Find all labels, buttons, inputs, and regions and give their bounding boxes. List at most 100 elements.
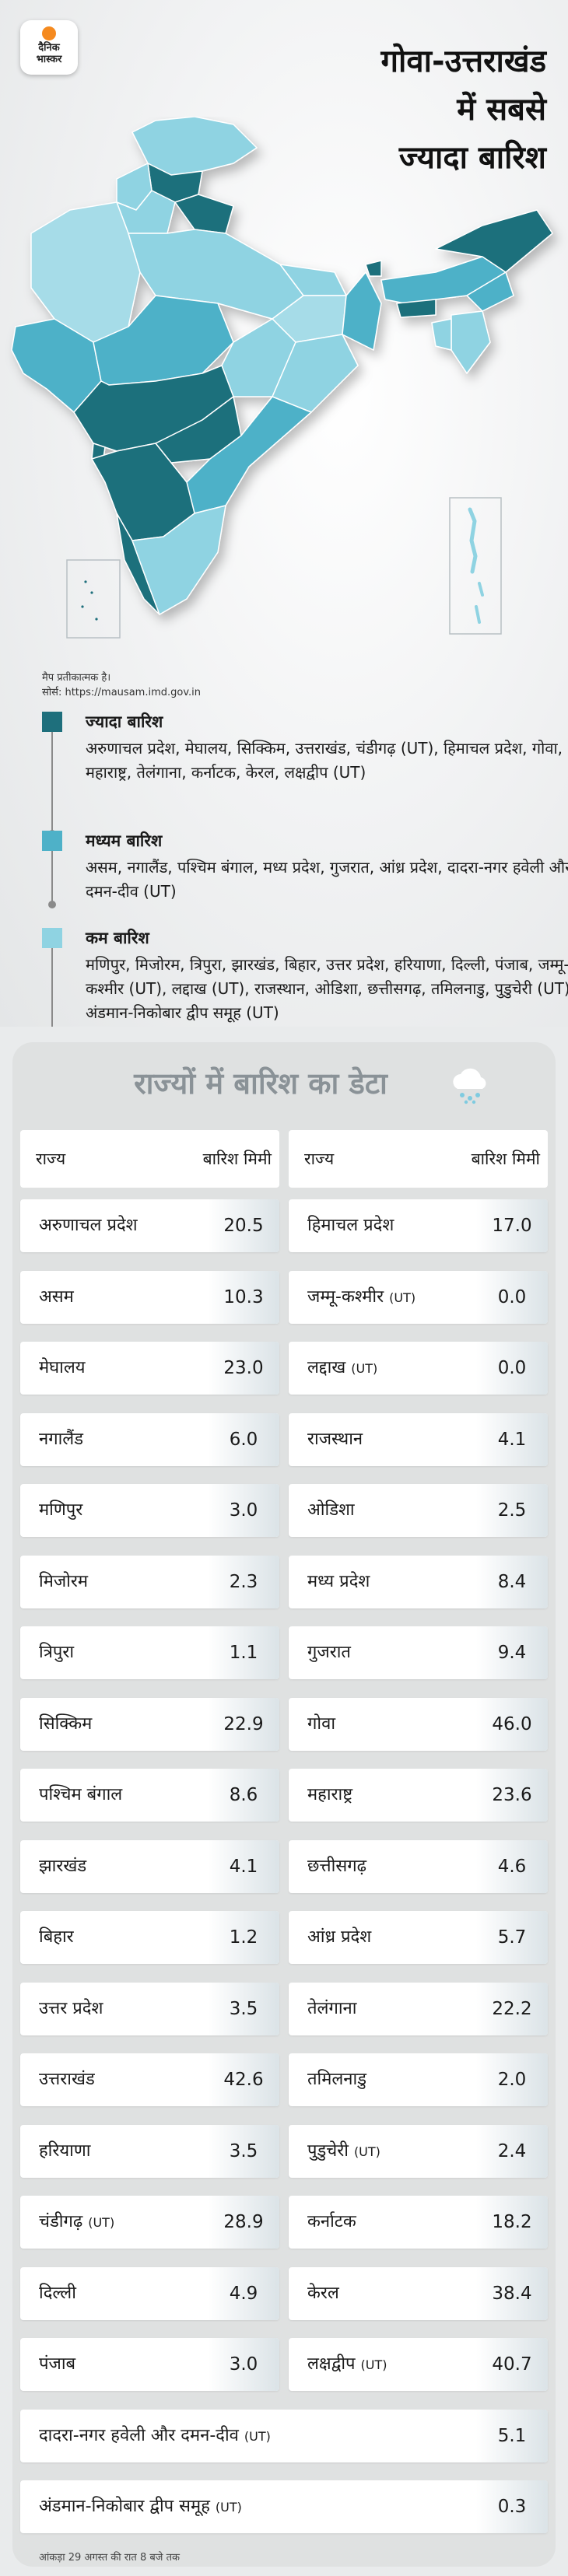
map-region-nagaland <box>466 271 514 312</box>
headline-line-1: गोवा-उत्तराखंड <box>380 44 546 79</box>
map-section: दैनिक भास्कर गोवा-उत्तराखंड में सबसे ज्य… <box>0 0 568 1027</box>
legend-swatch-high <box>42 712 62 732</box>
state-name: सिक्किम <box>39 1714 93 1734</box>
legend-text-medium: असम, नगालैंड, पश्चिम बंगाल, मध्य प्रदेश,… <box>86 858 568 901</box>
legend-title-low: कम बारिश <box>86 929 149 947</box>
table-row: पश्चिम बंगाल 8.6 <box>20 1769 279 1822</box>
state-name: जम्मू-कश्मीर (UT) <box>307 1287 416 1307</box>
rainfall-value: 2.5 <box>476 1484 548 1537</box>
table-row: लक्षद्वीप (UT) 40.7 <box>289 2338 548 2391</box>
table-row: ओडिशा 2.5 <box>289 1484 548 1537</box>
state-name: अरुणाचल प्रदेश <box>39 1216 138 1235</box>
rainfall-value: 46.0 <box>476 1698 548 1751</box>
state-name: केरल <box>307 2284 339 2303</box>
brand-logo: दैनिक भास्कर <box>20 20 78 75</box>
rainfall-value: 18.2 <box>476 2196 548 2249</box>
table-row: मेघालय 23.0 <box>20 1342 279 1395</box>
table-row: केरल 38.4 <box>289 2267 548 2320</box>
table-row: कर्नाटक 18.2 <box>289 2196 548 2249</box>
map-region-west-bengal <box>342 271 382 351</box>
table-row: राजस्थान 4.1 <box>289 1413 548 1466</box>
table-row: हिमाचल प्रदेश 17.0 <box>289 1199 548 1252</box>
rainfall-value: 28.9 <box>208 2196 279 2249</box>
table-row: मध्य प्रदेश 8.4 <box>289 1556 548 1608</box>
ut-tag: (UT) <box>360 2357 387 2372</box>
rainfall-value: 10.3 <box>208 1271 279 1324</box>
table-header-left: राज्य बारिश मिमी <box>20 1130 279 1188</box>
table-row: अरुणाचल प्रदेश 20.5 <box>20 1199 279 1252</box>
headline-line-3: ज्यादा बारिश <box>398 140 546 176</box>
rainfall-value: 38.4 <box>476 2267 548 2320</box>
col-state-left: राज्य <box>36 1150 66 1168</box>
table-row: तेलंगाना 22.2 <box>289 1983 548 2035</box>
state-name: महाराष्ट्र <box>307 1785 353 1804</box>
table-row: आंध्र प्रदेश 5.7 <box>289 1911 548 1964</box>
state-name: अंडमान-निकोबार द्वीप समूह (UT) <box>39 2497 242 2516</box>
state-name: कर्नाटक <box>307 2212 356 2231</box>
rainfall-value: 0.0 <box>476 1271 548 1324</box>
legend-text-low: मणिपुर, मिजोरम, त्रिपुरा, झारखंड, बिहार,… <box>86 955 568 1022</box>
state-name: आंध्र प्रदेश <box>307 1927 372 1947</box>
state-name: हरियाणा <box>39 2141 91 2161</box>
state-name: असम <box>39 1287 74 1307</box>
table-row: महाराष्ट्र 23.6 <box>289 1769 548 1822</box>
table-row: गुजरात 9.4 <box>289 1626 548 1679</box>
state-name: बिहार <box>39 1927 74 1947</box>
state-name: झारखंड <box>39 1857 87 1876</box>
map-region-uttarakhand <box>174 194 234 234</box>
rainfall-value: 4.1 <box>476 1413 548 1466</box>
map-note: मैप प्रतीकात्मक है। <box>42 672 111 684</box>
table-row: छत्तीसगढ़ 4.6 <box>289 1840 548 1893</box>
rainfall-value: 0.3 <box>476 2480 548 2533</box>
rainfall-value: 40.7 <box>476 2338 548 2391</box>
footnote: आंकड़ा 29 अगस्त की रात 8 बजे तक <box>39 2552 180 2564</box>
ut-tag: (UT) <box>389 1290 416 1305</box>
table-row: लद्दाख (UT) 0.0 <box>289 1342 548 1395</box>
state-name: त्रिपुरा <box>39 1643 75 1662</box>
table-row: नगालैंड 6.0 <box>20 1413 279 1466</box>
rainfall-value: 3.0 <box>208 1484 279 1537</box>
table-row: मिजोरम 2.3 <box>20 1556 279 1608</box>
state-name: मध्य प्रदेश <box>307 1572 370 1591</box>
col-state-right: राज्य <box>304 1150 335 1168</box>
headline-line-2: में सबसे <box>457 92 546 128</box>
table-row: तमिलनाडु 2.0 <box>289 2053 548 2106</box>
state-name: लद्दाख (UT) <box>307 1358 378 1377</box>
legend-swatch-medium <box>42 831 62 851</box>
state-name: ओडिशा <box>307 1500 355 1520</box>
map-region-tamil-nadu <box>131 505 226 615</box>
brand-line-1: दैनिक <box>38 42 60 54</box>
map-region-meghalaya <box>396 299 437 318</box>
state-name: हिमाचल प्रदेश <box>307 1216 394 1235</box>
rainfall-value: 3.0 <box>208 2338 279 2391</box>
map-region-rajasthan <box>30 201 141 343</box>
rainfall-value: 22.2 <box>476 1983 548 2035</box>
rainfall-value: 20.5 <box>208 1199 279 1252</box>
table-row: उत्तर प्रदेश 3.5 <box>20 1983 279 2035</box>
table-row: मणिपुर 3.0 <box>20 1484 279 1537</box>
col-rain-right: बारिश मिमी <box>471 1150 540 1168</box>
ut-tag: (UT) <box>215 2500 242 2515</box>
state-name: गोवा <box>307 1714 336 1734</box>
legend-title-high: ज्यादा बारिश <box>86 712 163 731</box>
ut-tag: (UT) <box>351 1361 378 1376</box>
table-row: अंडमान-निकोबार द्वीप समूह (UT) 0.3 <box>20 2480 548 2533</box>
rainfall-value: 5.1 <box>476 2410 548 2462</box>
brand-line-2: भास्कर <box>36 54 62 65</box>
rainfall-value: 2.3 <box>208 1556 279 1608</box>
rainfall-value: 4.6 <box>476 1840 548 1893</box>
state-name: तेलंगाना <box>307 1999 357 2018</box>
table-header-right: राज्य बारिश मिमी <box>289 1130 548 1188</box>
rainfall-value: 17.0 <box>476 1199 548 1252</box>
state-name: पंजाब <box>39 2354 76 2374</box>
legend-text-high: अरुणाचल प्रदेश, मेघालय, सिक्किम, उत्तराख… <box>86 739 563 782</box>
rainfall-value: 5.7 <box>476 1911 548 1964</box>
table-row: दादरा-नगर हवेली और दमन-दीव (UT) 5.1 <box>20 2410 548 2462</box>
legend-title-medium: मध्यम बारिश <box>86 831 163 850</box>
state-name: लक्षद्वीप (UT) <box>307 2354 387 2374</box>
table-row: गोवा 46.0 <box>289 1698 548 1751</box>
table-row: चंडीगढ़ (UT) 28.9 <box>20 2196 279 2249</box>
state-name: राजस्थान <box>307 1430 363 1449</box>
ut-tag: (UT) <box>353 2144 380 2159</box>
map-source-url: सोर्स: https://mausam.imd.gov.in <box>42 687 201 698</box>
